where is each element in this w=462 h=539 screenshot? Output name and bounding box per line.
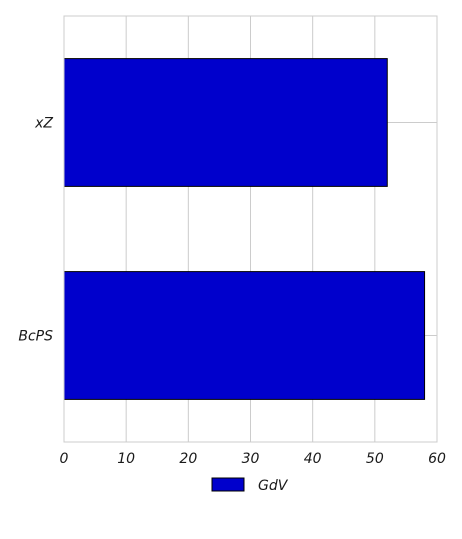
x-tick-label: 40 — [304, 451, 322, 467]
y-category-labels: xZ BcPS — [18, 116, 53, 345]
x-tick-labels: 0 10 20 30 40 50 60 — [60, 451, 446, 467]
x-tick-label: 30 — [242, 451, 260, 467]
y-category-label: BcPS — [18, 329, 53, 345]
bar-bcps — [63, 271, 426, 400]
axes — [63, 15, 438, 443]
x-tick-label: 10 — [117, 451, 135, 467]
y-category-label: xZ — [34, 116, 53, 132]
x-tick-label: 0 — [60, 451, 69, 467]
bar-xz — [63, 58, 388, 187]
x-tick-label: 60 — [428, 451, 446, 467]
legend: GdV — [211, 477, 289, 494]
x-tick-label: 50 — [366, 451, 384, 467]
plot-frame — [63, 15, 438, 443]
legend-swatch — [211, 477, 245, 492]
x-tick-label: 20 — [179, 451, 197, 467]
legend-label: GdV — [258, 478, 289, 494]
bars — [63, 58, 426, 400]
